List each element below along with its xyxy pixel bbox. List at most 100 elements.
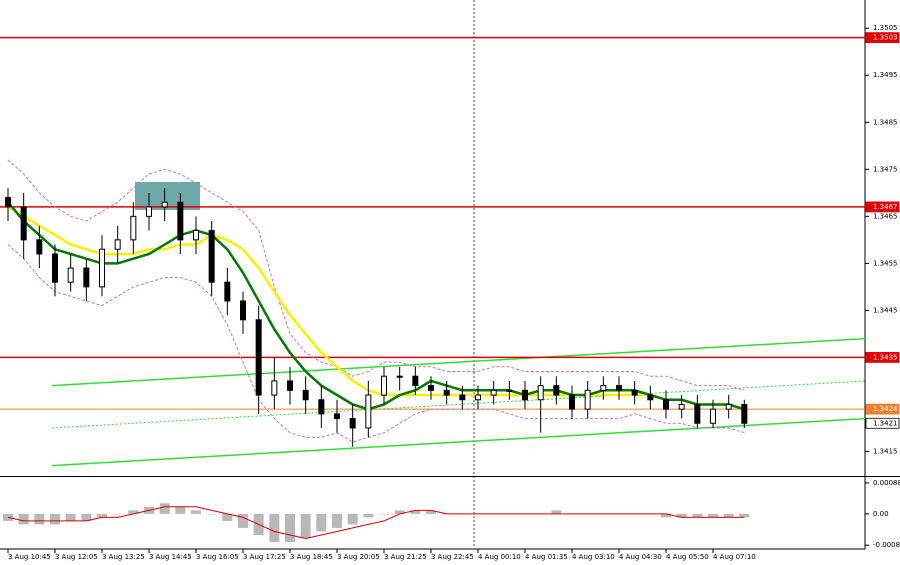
x-tick-label: 3 Aug 14:45: [149, 553, 192, 561]
level-label-box: [865, 403, 900, 415]
candle-body: [224, 281, 231, 302]
candle-body: [381, 375, 387, 396]
candle-body: [412, 375, 419, 387]
level-label: 1.3421: [873, 419, 898, 427]
indicator-tick-label: 0.00088: [873, 479, 900, 487]
histogram-bar: [708, 513, 718, 518]
candle-body: [255, 319, 262, 396]
level-label-box: [865, 32, 900, 44]
candle-body: [349, 418, 356, 429]
x-tick-label: 4 Aug 00:10: [478, 553, 521, 561]
candle-body: [475, 394, 481, 401]
x-tick-label: 3 Aug 17:25: [243, 553, 286, 561]
histogram-bar: [300, 513, 311, 539]
candle-body: [725, 403, 732, 410]
candle-body: [663, 399, 669, 410]
candle-body: [271, 380, 278, 396]
histogram-bar: [50, 513, 60, 525]
histogram-bar: [410, 510, 421, 514]
histogram-bar: [332, 513, 342, 528]
candle-body: [365, 394, 372, 429]
candle-body: [67, 267, 74, 283]
histogram-bar: [394, 510, 405, 514]
histogram-bar: [222, 513, 233, 521]
candle-body: [710, 408, 716, 424]
candle-body: [287, 380, 293, 391]
x-tick-label: 4 Aug 05:50: [666, 553, 709, 561]
candle-body: [177, 201, 184, 241]
histogram-bar: [175, 506, 186, 514]
level-label: 1.3467: [873, 203, 898, 211]
candle-body: [443, 389, 450, 396]
x-tick-label: 3 Aug 16:05: [196, 553, 239, 561]
candle-body: [428, 385, 434, 391]
histogram-bar: [363, 513, 374, 518]
histogram-bar: [65, 513, 76, 521]
x-tick-label: 3 Aug 18:45: [290, 553, 333, 561]
histogram-bar: [238, 513, 248, 528]
candle-body: [584, 389, 591, 410]
candle-body: [302, 389, 309, 401]
level-label: 1.3424: [873, 405, 898, 413]
candle-body: [208, 229, 215, 283]
candle-body: [459, 394, 466, 401]
level-label-box: [865, 201, 900, 213]
candle-body: [146, 206, 152, 217]
histogram-bar: [269, 513, 280, 543]
candle-body: [52, 253, 58, 283]
x-tick-label: 3 Aug 22:45: [431, 553, 474, 561]
candle-body: [193, 229, 199, 241]
histogram-bar: [661, 513, 671, 518]
histogram-bar: [739, 513, 750, 518]
x-tick-label: 4 Aug 07:10: [713, 553, 756, 561]
candle-body: [114, 239, 121, 250]
candle-body: [161, 201, 168, 208]
histogram-bar: [723, 513, 734, 518]
x-tick-label: 4 Aug 01:35: [525, 553, 568, 561]
candle-body: [631, 389, 638, 396]
indicator-tick-label: -0.00089: [873, 541, 900, 549]
histogram-bar: [3, 513, 13, 521]
candle-body: [5, 197, 11, 208]
y-tick-label: 1.3505: [873, 24, 898, 32]
level-label-box: [865, 417, 900, 429]
y-tick-label: 1.3445: [873, 306, 898, 314]
candle-body: [569, 394, 575, 410]
candle-body: [647, 394, 654, 401]
x-tick-label: 3 Aug 10:45: [8, 553, 51, 561]
candle-body: [490, 389, 497, 396]
moving-average: [7, 244, 745, 443]
moving-average: [7, 205, 745, 411]
level-label-box: [865, 352, 900, 363]
x-tick-label: 4 Aug 04:30: [619, 553, 662, 561]
y-tick-label: 1.3475: [873, 165, 898, 173]
histogram-bar: [81, 513, 92, 521]
candle-body: [553, 385, 560, 396]
candle-body: [240, 300, 246, 321]
histogram-bar: [128, 510, 139, 514]
y-tick-label: 1.3465: [873, 212, 898, 220]
x-tick-label: 3 Aug 12:05: [55, 553, 98, 561]
candle-body: [318, 399, 325, 415]
x-tick-label: 3 Aug 13:25: [102, 553, 145, 561]
trend-line: [51, 337, 866, 387]
moving-average: [7, 159, 745, 391]
histogram-bar: [18, 513, 29, 525]
candle-body: [36, 239, 43, 255]
candle-body: [20, 206, 27, 241]
histogram-bar: [159, 503, 170, 514]
candle-body: [522, 389, 528, 401]
histogram-bar: [379, 513, 389, 515]
histogram-bar: [191, 510, 201, 514]
x-tick-label: 3 Aug 21:25: [384, 553, 427, 561]
candle-body: [83, 267, 90, 288]
candle-body: [506, 389, 513, 392]
histogram-bar: [692, 513, 703, 518]
candle-body: [334, 413, 340, 420]
histogram-bar: [316, 513, 327, 532]
y-tick-label: 1.3455: [873, 259, 898, 267]
level-label: 1.3435: [873, 353, 898, 361]
